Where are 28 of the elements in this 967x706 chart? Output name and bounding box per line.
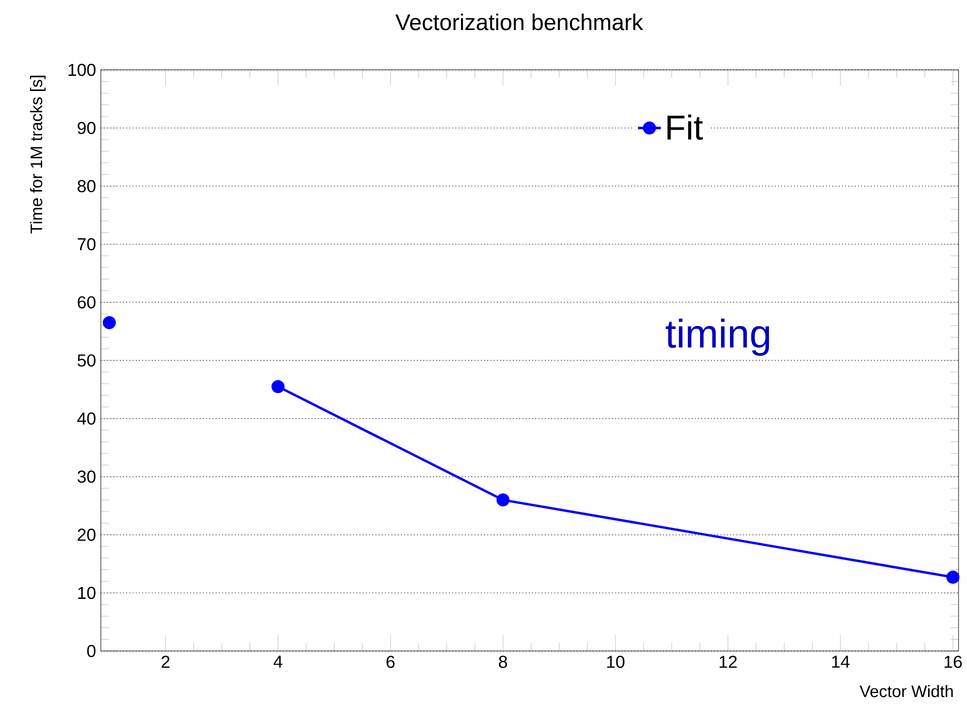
x-tick-label: 8: [498, 656, 508, 668]
y-tick-label: 60: [78, 296, 96, 308]
chart-title: Vectorization benchmark: [395, 14, 644, 30]
x-tick-label: 16: [944, 656, 962, 668]
y-tick-label: 20: [78, 528, 96, 541]
x-tick-label: 14: [832, 656, 850, 668]
x-tick-label: 10: [607, 656, 624, 668]
y-axis-title: Time for 1M tracks [s]: [30, 76, 46, 234]
x-axis-title: Vector Width: [860, 685, 953, 698]
point: [102, 316, 116, 330]
legend-label: Fit: [668, 114, 703, 140]
y-tick-label: 10: [78, 586, 96, 600]
y-tick-label: 90: [78, 122, 96, 134]
x-tick-label: 4: [274, 656, 282, 668]
y-tick-label: 80: [78, 180, 96, 192]
y-tick-label: 40: [77, 412, 96, 425]
x-tick-label: 2: [162, 656, 170, 668]
y-tick-label: 30: [78, 470, 96, 483]
x-tick-label: 12: [720, 656, 737, 668]
y-tick-label: 100: [68, 64, 96, 76]
x-tick-label: 6: [386, 656, 395, 668]
point: [271, 380, 285, 394]
y-tick-label: 50: [78, 354, 96, 367]
point: [946, 570, 960, 584]
y-tick-label: 70: [78, 238, 96, 250]
annotation: timing: [666, 318, 770, 356]
point: [496, 493, 510, 506]
y-tick-label: 0: [87, 644, 96, 658]
